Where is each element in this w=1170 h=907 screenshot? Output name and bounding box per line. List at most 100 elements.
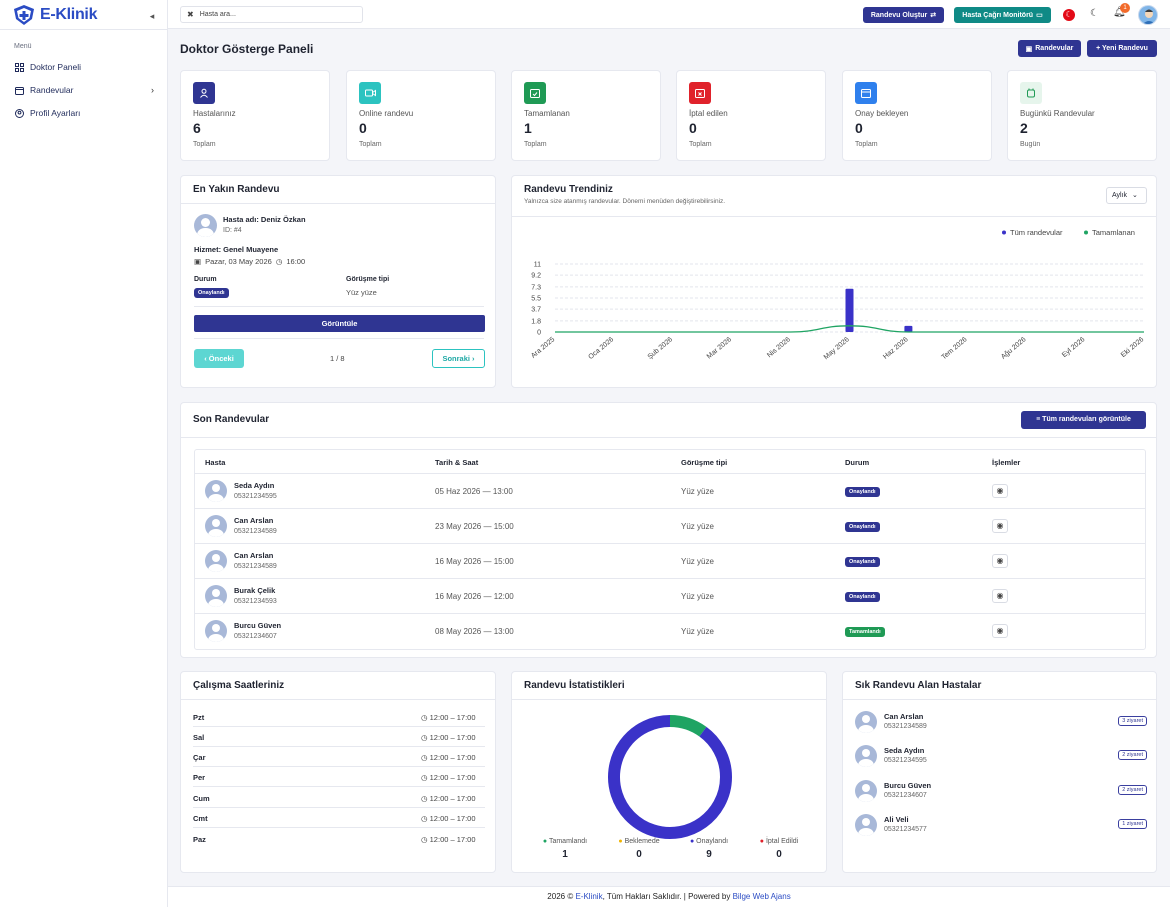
recent-title: Son Randevular (193, 414, 270, 425)
day-label: Çar (193, 753, 206, 762)
sidebar-divider (0, 29, 168, 30)
stat-value: 2 (1020, 120, 1028, 136)
list-item[interactable]: Can Arslan 05321234589 3 ziyaret (855, 708, 1147, 736)
create-appointment-button[interactable]: Randevu Oluştur ⇄ (863, 7, 944, 23)
nearest-appointment-card: En Yakın Randevu Hasta adı: Deniz Özkan … (180, 175, 496, 388)
table-row[interactable]: Can Arslan 05321234589 16 May 2026 — 15:… (195, 544, 1145, 579)
view-eye-icon[interactable]: ◉ (992, 484, 1008, 498)
list-item[interactable]: Burcu Güven 05321234607 2 ziyaret (855, 777, 1147, 805)
legend-label: Beklemede (624, 838, 660, 845)
view-all-appointments-button[interactable]: ≡ Tüm randevuları görüntüle (1021, 411, 1146, 429)
time-value: 12:00 – 17:00 (429, 713, 476, 722)
notification-count-badge: 1 (1120, 3, 1130, 13)
calendar-clock-icon (855, 82, 877, 104)
recent-appointments-card: Son Randevular ≡ Tüm randevuları görüntü… (180, 402, 1157, 658)
page-title: Doktor Gösterge Paneli (180, 42, 314, 56)
turkish-flag-icon[interactable]: ☾ (1063, 9, 1075, 21)
y-tick-label: 1.8 (531, 318, 541, 325)
footer-agency-link[interactable]: Bilge Web Ajans (732, 892, 791, 901)
sidebar-item-appointments[interactable]: Randevular › (14, 82, 154, 98)
appointment-date: Pazar, 03 May 2026 (205, 257, 272, 266)
user-circle-icon (14, 108, 24, 118)
status-badge: Onaylandı (845, 592, 880, 602)
sidebar-item-doctor-panel[interactable]: Doktor Paneli (14, 59, 154, 75)
view-appointment-button[interactable]: Görüntüle (194, 315, 485, 332)
y-tick-label: 0 (537, 330, 541, 337)
time-value: 12:00 – 17:00 (429, 773, 476, 782)
stat-label: Hastalarınız (193, 109, 236, 118)
prev-button[interactable]: ‹ Önceki (194, 349, 244, 368)
x-tick-label: Ağu 2026 (1000, 336, 1028, 361)
sidebar-item-profile-settings[interactable]: Profil Ayarları (14, 105, 154, 121)
legend-label: Onaylandı (696, 838, 729, 845)
view-eye-icon[interactable]: ◉ (992, 519, 1008, 533)
new-appointment-button[interactable]: + Yeni Randevu (1087, 40, 1157, 57)
divider (194, 338, 484, 339)
footer-brand-link[interactable]: E-Klinik (575, 892, 603, 901)
trend-title: Randevu Trendiniz (524, 184, 613, 195)
appointment-time: 16:00 (286, 257, 306, 266)
meeting-type: Yüz yüze (681, 487, 714, 496)
table-row[interactable]: Burcu Güven 05321234607 08 May 2026 — 13… (195, 614, 1145, 649)
y-tick-label: 7.3 (531, 284, 541, 291)
time-value: 12:00 – 17:00 (429, 814, 476, 823)
list-icon: ≡ (1036, 416, 1041, 423)
donut-legend: ● Tamamlandı 1 ● Beklemede 0 ● Onaylandı… (512, 838, 828, 860)
legend-item: ● Beklemede 0 (614, 838, 664, 860)
status-badge: Onaylandı (845, 522, 880, 532)
patient-call-monitor-button[interactable]: Hasta Çağrı Monitörü ▭ (954, 7, 1051, 23)
service-label: Hizmet: Genel Muayene (194, 245, 279, 254)
list-item: Çar ◷ 12:00 – 17:00 (193, 747, 485, 767)
status-badge: Onaylandı (194, 288, 229, 298)
col-header: Hasta (205, 458, 226, 467)
notification-bell-icon[interactable]: 🔔︎ (1113, 7, 1126, 18)
calendar-x-icon (689, 82, 711, 104)
create-appointment-label: Randevu Oluştur (870, 11, 928, 19)
x-tick-label: Haz 2026 (882, 336, 910, 361)
next-button[interactable]: Sonraki › (432, 349, 485, 368)
search-input[interactable]: ✖ Hasta ara... (180, 6, 363, 23)
list-item: Paz ◷ 12:00 – 17:00 (193, 829, 485, 849)
patient-avatar (855, 745, 877, 767)
x-tick-label: Eyl 2026 (1061, 336, 1086, 359)
stat-card-online: Online randevu 0 Toplam (346, 70, 496, 161)
day-label: Pzt (193, 713, 205, 722)
x-tick-label: Oca 2026 (587, 336, 615, 361)
patient-call-monitor-label: Hasta Çağrı Monitörü (962, 11, 1034, 19)
view-eye-icon[interactable]: ◉ (992, 589, 1008, 603)
legend-label: Tüm randevular (1010, 228, 1063, 237)
y-tick-label: 9.2 (531, 273, 541, 280)
meeting-type: Yüz yüze (681, 592, 714, 601)
collapse-sidebar-icon[interactable]: ◂ (149, 11, 155, 21)
patient-id: ID: #4 (223, 227, 242, 234)
stat-sub: Toplam (855, 141, 878, 148)
table-row[interactable]: Can Arslan 05321234589 23 May 2026 — 15:… (195, 509, 1145, 544)
period-select[interactable]: Aylık ⌄ (1106, 187, 1147, 204)
dark-mode-icon[interactable]: ☾ (1090, 8, 1099, 19)
legend-item: ● Tamamlandı 1 (536, 838, 594, 860)
time-range: ◷ 12:00 – 17:00 (421, 794, 476, 803)
sidebar-item-label: Profil Ayarları (30, 108, 81, 118)
stat-label: Bugünkü Randevular (1020, 109, 1095, 118)
table-row[interactable]: Seda Aydın 05321234595 05 Haz 2026 — 13:… (195, 474, 1145, 509)
list-item[interactable]: Seda Aydın 05321234595 2 ziyaret (855, 742, 1147, 770)
list-item[interactable]: Ali Veli 05321234577 1 ziyaret (855, 811, 1147, 839)
time-range: ◷ 12:00 – 17:00 (421, 733, 476, 742)
divider (512, 216, 1156, 217)
day-label: Per (193, 773, 206, 782)
brand-logo[interactable]: E-Klinik (12, 4, 97, 26)
col-header: Görüşme tipi (681, 458, 728, 467)
patient-name: Ali Veli (884, 815, 909, 824)
patient-name: Burcu Güven (884, 781, 932, 790)
table-row[interactable]: Burak Çelik 05321234593 16 May 2026 — 12… (195, 579, 1145, 614)
col-header: Tarih & Saat (435, 458, 479, 467)
frequent-patients-card: Sık Randevu Alan Hastalar Can Arslan 053… (842, 671, 1157, 873)
user-avatar[interactable] (1138, 5, 1158, 25)
view-eye-icon[interactable]: ◉ (992, 624, 1008, 638)
appointments-button[interactable]: ▣ Randevular (1018, 40, 1081, 57)
status-badge: Onaylandı (845, 487, 880, 497)
patient-name: Can Arslan (234, 516, 274, 525)
patient-name: Seda Aydın (884, 746, 925, 755)
view-eye-icon[interactable]: ◉ (992, 554, 1008, 568)
list-item: Cmt ◷ 12:00 – 17:00 (193, 808, 485, 828)
